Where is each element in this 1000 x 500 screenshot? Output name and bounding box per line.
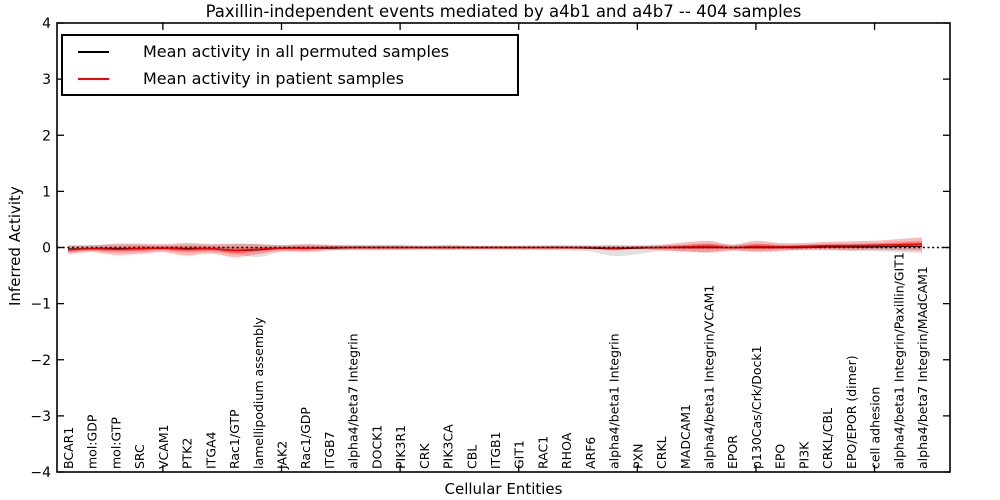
permuted-line-swatch [78, 50, 109, 53]
y-tick-label: −2 [30, 353, 51, 369]
legend-entry-patient: Mean activity in patient samples [63, 66, 517, 92]
x-category-label: ITGB7 [322, 431, 337, 469]
x-category-label: MADCAM1 [678, 404, 693, 469]
x-category-label: CRKL [654, 436, 669, 469]
patient-line-swatch [78, 77, 109, 80]
x-category-label: cell adhesion [868, 387, 883, 469]
legend-label-patient: Mean activity in patient samples [143, 69, 404, 88]
x-category-label: PIK3R1 [393, 425, 408, 469]
x-category-label: CRKL/CBL [820, 408, 835, 469]
y-tick-label: 0 [42, 241, 51, 257]
x-category-label: DOCK1 [369, 425, 384, 469]
x-category-label: Rac1/GDP [298, 407, 313, 469]
y-tick-label: 1 [42, 184, 51, 200]
x-category-label: alpha4/beta1 Integrin/Paxillin/GIT1 [891, 252, 906, 469]
x-category-label: alpha4/beta7 Integrin/MAdCAM1 [915, 266, 930, 469]
x-category-label: PTK2 [180, 438, 195, 469]
x-category-label: p130Cas/Crk/Dock1 [749, 345, 764, 469]
x-category-label: Rac1/GTP [227, 409, 242, 469]
x-category-label: EPOR [725, 435, 740, 469]
x-category-label: ARF6 [583, 437, 598, 469]
x-category-label: JAK2 [275, 441, 290, 470]
x-category-label: alpha4/beta1 Integrin/VCAM1 [702, 285, 717, 469]
x-category-label: GIT1 [512, 440, 527, 469]
x-axis-label: Cellular Entities [444, 480, 563, 498]
y-tick-label: 4 [42, 16, 51, 32]
x-category-label: CRK [417, 443, 432, 469]
y-axis-label: Inferred Activity [6, 186, 24, 306]
legend-entry-permuted: Mean activity in all permuted samples [63, 39, 517, 65]
x-category-label: ITGB1 [488, 431, 503, 469]
x-category-label: PXN [630, 444, 645, 469]
x-category-label: VCAM1 [156, 424, 171, 469]
y-tick-label: −4 [30, 465, 51, 481]
x-category-label: RHOA [559, 432, 574, 469]
x-category-label: RAC1 [535, 436, 550, 469]
x-category-label: ITGA4 [203, 431, 218, 469]
y-tick-label: 2 [42, 128, 51, 144]
patient-mean-line [67, 243, 923, 252]
x-category-label: EPO [773, 444, 788, 469]
legend-label-permuted: Mean activity in all permuted samples [143, 42, 450, 61]
x-category-label: PIK3CA [441, 424, 456, 469]
y-tick-label: −1 [30, 297, 51, 313]
x-category-label: CBL [464, 445, 479, 469]
x-category-label: mol:GTP [108, 417, 123, 469]
chart-title: Paxillin-independent events mediated by … [205, 2, 802, 21]
x-category-label: lamellipodium assembly [251, 317, 266, 469]
x-category-label: EPO/EPOR (dimer) [844, 355, 859, 469]
x-category-label: PI3K [796, 441, 811, 469]
x-category-label: alpha4/beta7 Integrin [346, 333, 361, 469]
x-category-label: alpha4/beta1 Integrin [607, 333, 622, 469]
x-category-label: mol:GDP [85, 414, 100, 469]
y-tick-label: −3 [30, 409, 51, 425]
y-tick-label: 3 [42, 72, 51, 88]
x-category-label: BCAR1 [61, 427, 76, 469]
legend: Mean activity in all permuted samples Me… [61, 34, 519, 96]
x-category-label: SRC [132, 444, 147, 469]
